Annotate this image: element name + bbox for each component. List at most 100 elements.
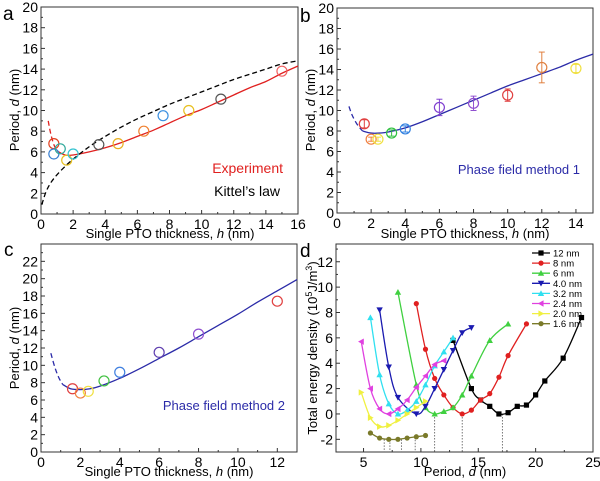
data-marker bbox=[413, 411, 420, 418]
data-marker bbox=[394, 410, 402, 417]
series-line bbox=[50, 353, 64, 385]
x-tick-label: 12 bbox=[226, 216, 242, 232]
y-tick-label: 18 bbox=[22, 20, 38, 36]
y-tick-label: 6 bbox=[30, 392, 38, 408]
data-point bbox=[467, 97, 480, 109]
data-marker bbox=[422, 381, 429, 388]
data-point bbox=[271, 295, 283, 307]
data-marker bbox=[449, 334, 457, 341]
data-marker bbox=[404, 410, 411, 418]
data-marker bbox=[385, 410, 392, 418]
data-point bbox=[74, 387, 86, 399]
panel-b-annotation: Phase field method 1 bbox=[458, 162, 580, 177]
data-marker bbox=[367, 430, 374, 436]
data-marker bbox=[413, 301, 419, 307]
data-marker bbox=[394, 288, 402, 295]
x-tick-label: 10 bbox=[194, 216, 210, 232]
panel-d-ylabel: Total energy density (105J/m3) bbox=[304, 261, 320, 434]
data-marker bbox=[431, 386, 438, 392]
panel-label-d: d bbox=[300, 241, 311, 262]
series-line bbox=[348, 106, 364, 132]
y-tick-label: 14 bbox=[318, 62, 334, 78]
data-marker bbox=[431, 361, 438, 368]
panel-a-ylabel: Period, d (nm) bbox=[7, 69, 22, 151]
legend-marker bbox=[538, 310, 545, 317]
data-point bbox=[183, 104, 195, 117]
y-tick-label: 4 bbox=[30, 409, 38, 425]
y-tick-label: 4 bbox=[325, 355, 333, 371]
y-tick-label: -2 bbox=[321, 431, 334, 447]
data-point bbox=[48, 138, 60, 150]
series-line bbox=[62, 278, 298, 391]
data-marker bbox=[487, 391, 493, 397]
x-tick-label: 0 bbox=[37, 216, 45, 232]
y-tick-label: 12 bbox=[318, 82, 334, 98]
plot-frame bbox=[40, 243, 298, 453]
x-tick-label: 2 bbox=[367, 215, 375, 231]
data-marker bbox=[413, 384, 419, 391]
data-marker bbox=[403, 406, 411, 413]
data-marker bbox=[514, 403, 520, 409]
data-marker bbox=[523, 321, 530, 327]
data-marker bbox=[422, 398, 429, 405]
data-marker bbox=[376, 371, 383, 378]
data-point bbox=[54, 143, 66, 155]
x-tick-label: 6 bbox=[436, 215, 444, 231]
panel-a: 0 2 4 6 8 10 12 14 16 0 2 4 6 8 10 12 14 16 18 20 bbox=[22, 0, 306, 232]
data-marker bbox=[422, 432, 429, 439]
y-tick-label: 10 bbox=[318, 103, 334, 119]
data-point bbox=[192, 328, 205, 340]
y-tick-label: 2 bbox=[30, 185, 38, 201]
data-marker bbox=[367, 385, 373, 392]
y-tick-label: 0 bbox=[326, 205, 334, 221]
data-point bbox=[114, 366, 126, 378]
series-line bbox=[360, 392, 426, 428]
data-marker bbox=[403, 396, 410, 404]
data-marker bbox=[459, 411, 465, 417]
data-marker bbox=[431, 410, 438, 417]
data-point bbox=[358, 118, 370, 130]
y-tick-label: 12 bbox=[317, 254, 333, 270]
panel-c-xlabel: Single PTO thickness, h (nm) bbox=[85, 464, 254, 479]
data-point bbox=[276, 65, 288, 77]
panel-label-a: a bbox=[3, 4, 14, 25]
data-marker bbox=[358, 338, 364, 345]
x-tick-label: 25 bbox=[585, 454, 600, 470]
y-tick-label: 0 bbox=[30, 444, 38, 460]
y-tick-label: 4 bbox=[30, 165, 38, 181]
y-tick-label: 16 bbox=[22, 40, 38, 56]
series-line bbox=[360, 341, 445, 415]
data-marker bbox=[386, 422, 392, 429]
legend-marker bbox=[538, 260, 544, 266]
data-marker bbox=[505, 353, 511, 359]
legend-label: 2.0 nm bbox=[553, 309, 582, 320]
y-tick-label: 2 bbox=[30, 427, 38, 443]
data-marker bbox=[578, 314, 585, 321]
data-marker bbox=[496, 411, 502, 417]
data-marker bbox=[385, 364, 392, 371]
x-tick-label: 8 bbox=[470, 215, 478, 231]
data-marker bbox=[422, 372, 429, 380]
series-line bbox=[369, 317, 454, 415]
plot-frame bbox=[335, 243, 594, 453]
y-tick-label: 12 bbox=[22, 340, 38, 356]
y-tick-label: 18 bbox=[318, 21, 334, 37]
data-point bbox=[153, 346, 165, 358]
data-marker bbox=[413, 398, 420, 404]
x-tick-label: 10 bbox=[413, 454, 429, 470]
y-tick-label: 0 bbox=[30, 206, 38, 222]
y-tick-label: 8 bbox=[30, 123, 38, 139]
y-tick-label: 8 bbox=[30, 375, 38, 391]
data-point bbox=[386, 127, 398, 139]
legend-marker bbox=[537, 280, 545, 287]
legend-marker bbox=[538, 250, 544, 256]
y-tick-label: 0 bbox=[325, 406, 333, 422]
data-point bbox=[93, 139, 105, 151]
y-tick-label: 20 bbox=[22, 0, 38, 15]
data-marker bbox=[404, 435, 410, 441]
panel-d-xlabel: Period, d (nm) bbox=[424, 464, 506, 479]
series-line bbox=[41, 60, 299, 205]
data-marker bbox=[487, 403, 493, 409]
data-marker bbox=[440, 367, 448, 373]
